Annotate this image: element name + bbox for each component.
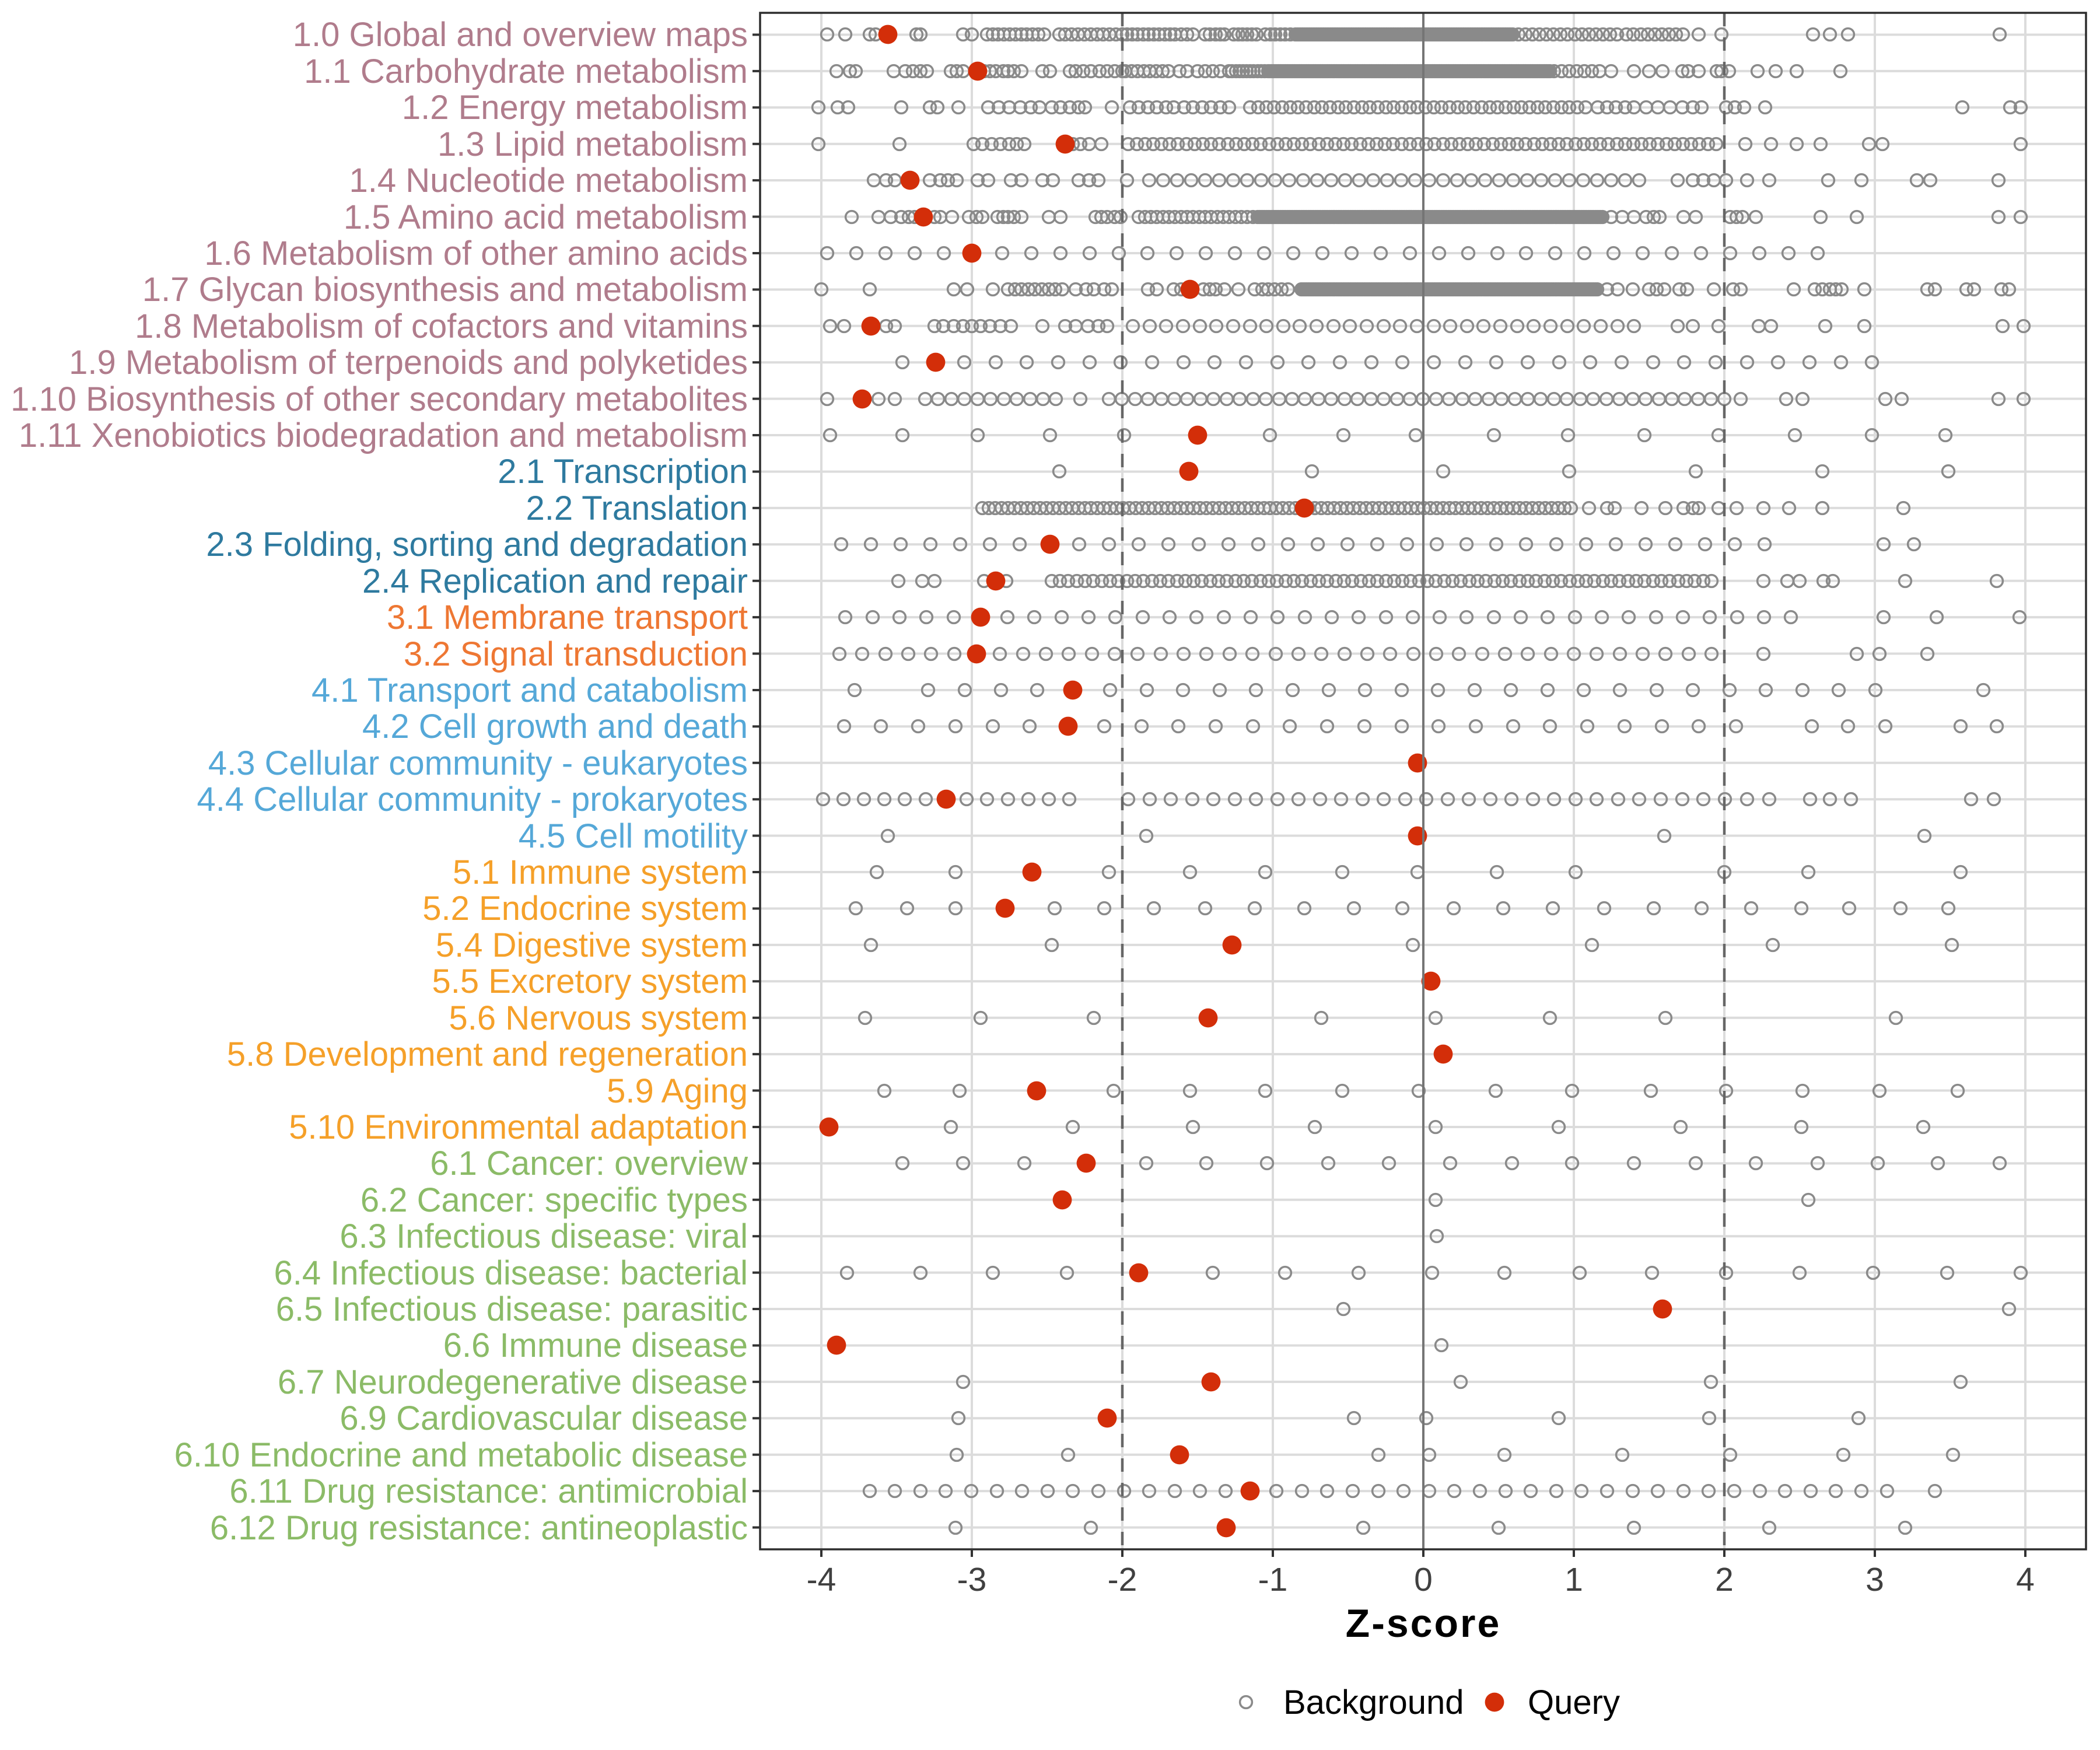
- svg-text:6.3 Infectious disease: viral: 6.3 Infectious disease: viral: [340, 1217, 748, 1255]
- svg-text:6.6 Immune disease: 6.6 Immune disease: [443, 1326, 748, 1364]
- svg-text:1.6 Metabolism of other amino: 1.6 Metabolism of other amino acids: [204, 235, 748, 272]
- svg-text:6.1 Cancer: overview: 6.1 Cancer: overview: [430, 1144, 748, 1182]
- svg-text:6.7 Neurodegenerative disease: 6.7 Neurodegenerative disease: [278, 1363, 748, 1401]
- svg-text:3.1 Membrane transport: 3.1 Membrane transport: [387, 598, 748, 636]
- svg-text:4: 4: [2016, 1561, 2035, 1598]
- svg-text:Query: Query: [1528, 1684, 1620, 1721]
- svg-text:5.10 Environmental adaptation: 5.10 Environmental adaptation: [289, 1108, 748, 1146]
- svg-text:1: 1: [1564, 1561, 1583, 1598]
- svg-text:1.10 Biosynthesis of other sec: 1.10 Biosynthesis of other secondary met…: [10, 380, 748, 418]
- svg-text:1.0 Global and overview maps: 1.0 Global and overview maps: [293, 16, 748, 54]
- svg-text:5.2 Endocrine system: 5.2 Endocrine system: [422, 890, 748, 928]
- svg-text:4.3 Cellular community - eukar: 4.3 Cellular community - eukaryotes: [208, 744, 748, 782]
- svg-text:6.10 Endocrine and metabolic d: 6.10 Endocrine and metabolic disease: [174, 1436, 748, 1474]
- svg-text:4.1 Transport and catabolism: 4.1 Transport and catabolism: [312, 671, 748, 709]
- svg-text:1.2 Energy metabolism: 1.2 Energy metabolism: [402, 89, 748, 127]
- svg-text:1.3 Lipid metabolism: 1.3 Lipid metabolism: [438, 125, 748, 163]
- svg-text:5.5 Excretory system: 5.5 Excretory system: [432, 963, 748, 1000]
- svg-text:5.4 Digestive system: 5.4 Digestive system: [436, 926, 748, 964]
- svg-text:5.8 Development and regenerati: 5.8 Development and regeneration: [227, 1035, 748, 1073]
- svg-text:1.7 Glycan biosynthesis and me: 1.7 Glycan biosynthesis and metabolism: [142, 271, 748, 309]
- svg-text:1.11 Xenobiotics biodegradatio: 1.11 Xenobiotics biodegradation and meta…: [19, 416, 748, 454]
- svg-text:6.11 Drug resistance: antimicr: 6.11 Drug resistance: antimicrobial: [229, 1472, 748, 1510]
- svg-text:-4: -4: [807, 1561, 836, 1598]
- svg-text:0: 0: [1414, 1561, 1433, 1598]
- svg-text:4.5 Cell motility: 4.5 Cell motility: [519, 817, 748, 855]
- svg-text:2.2 Translation: 2.2 Translation: [526, 489, 748, 527]
- svg-text:5.1 Immune system: 5.1 Immune system: [453, 853, 748, 891]
- svg-text:1.5 Amino acid metabolism: 1.5 Amino acid metabolism: [344, 198, 748, 236]
- svg-text:3.2 Signal transduction: 3.2 Signal transduction: [404, 635, 748, 673]
- svg-text:-1: -1: [1258, 1561, 1288, 1598]
- svg-text:1.8 Metabolism of cofactors an: 1.8 Metabolism of cofactors and vitamins: [135, 307, 748, 345]
- svg-text:2.1 Transcription: 2.1 Transcription: [498, 453, 748, 491]
- svg-text:1.9 Metabolism of terpenoids a: 1.9 Metabolism of terpenoids and polyket…: [69, 344, 748, 382]
- svg-text:1.4 Nucleotide metabolism: 1.4 Nucleotide metabolism: [349, 162, 748, 200]
- svg-text:5.6 Nervous system: 5.6 Nervous system: [449, 999, 748, 1037]
- svg-text:2.4 Replication and repair: 2.4 Replication and repair: [362, 562, 748, 600]
- svg-text:4.4 Cellular community - proka: 4.4 Cellular community - prokaryotes: [197, 780, 748, 818]
- svg-text:-2: -2: [1108, 1561, 1138, 1598]
- svg-text:1.1 Carbohydrate metabolism: 1.1 Carbohydrate metabolism: [304, 52, 748, 90]
- svg-text:2.3 Folding, sorting and degra: 2.3 Folding, sorting and degradation: [206, 526, 748, 564]
- svg-text:3: 3: [1866, 1561, 1884, 1598]
- svg-text:-3: -3: [957, 1561, 987, 1598]
- svg-text:6.2 Cancer: specific types: 6.2 Cancer: specific types: [360, 1181, 748, 1219]
- svg-text:Z-score: Z-score: [1346, 1601, 1502, 1646]
- svg-text:6.5 Infectious disease: parasi: 6.5 Infectious disease: parasitic: [276, 1290, 748, 1328]
- svg-text:5.9 Aging: 5.9 Aging: [607, 1072, 748, 1110]
- svg-text:6.9 Cardiovascular disease: 6.9 Cardiovascular disease: [340, 1399, 748, 1437]
- svg-text:4.2 Cell growth and death: 4.2 Cell growth and death: [362, 708, 748, 746]
- svg-text:6.4 Infectious disease: bacter: 6.4 Infectious disease: bacterial: [274, 1254, 748, 1292]
- svg-text:Background: Background: [1283, 1684, 1464, 1721]
- svg-text:2: 2: [1715, 1561, 1734, 1598]
- svg-text:6.12 Drug resistance: antineop: 6.12 Drug resistance: antineoplastic: [210, 1509, 748, 1547]
